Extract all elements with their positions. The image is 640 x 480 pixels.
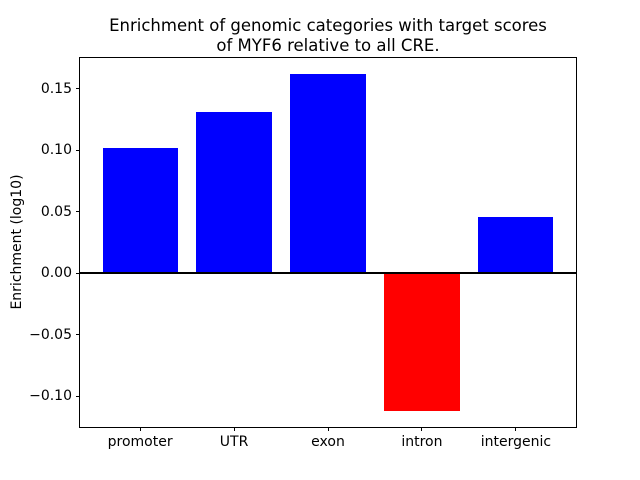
y-tick-label: 0.10 [40, 142, 72, 159]
x-tick-label-UTR: UTR [219, 434, 249, 450]
x-tick-mark [139, 427, 141, 431]
x-tick-label-exon: exon [311, 434, 345, 450]
x-tick-mark [233, 427, 235, 431]
x-tick-mark [421, 427, 423, 431]
chart-title: Enrichment of genomic categories with ta… [80, 16, 576, 56]
y-tick-label: 0.05 [40, 203, 72, 220]
y-tick-mark [76, 395, 80, 397]
bar-UTR [196, 112, 272, 274]
zero-line [80, 272, 576, 275]
x-tick-label-intergenic: intergenic [480, 434, 552, 450]
bar-intron [384, 273, 460, 411]
y-tick-mark [76, 149, 80, 151]
y-tick-mark [76, 211, 80, 213]
x-tick-mark [327, 427, 329, 431]
x-tick-label-promoter: promoter [107, 434, 173, 450]
y-tick-label: 0.00 [40, 265, 72, 282]
y-tick-label: −0.05 [29, 326, 72, 343]
y-axis-label: Enrichment (log10) [9, 174, 25, 310]
y-tick-label: 0.15 [40, 80, 72, 97]
bar-intergenic [478, 216, 554, 274]
bar-promoter [102, 147, 178, 274]
y-tick-label: −0.10 [29, 388, 72, 405]
chart-title-line1: Enrichment of genomic categories with ta… [109, 16, 547, 35]
chart-title-line2: of MYF6 relative to all CRE. [216, 36, 440, 55]
y-tick-mark [76, 334, 80, 336]
x-tick-label-intron: intron [401, 434, 443, 450]
y-tick-mark [76, 272, 80, 274]
y-tick-mark [76, 88, 80, 90]
plot-area [79, 57, 577, 428]
bar-exon [290, 73, 366, 274]
x-tick-mark [515, 427, 517, 431]
